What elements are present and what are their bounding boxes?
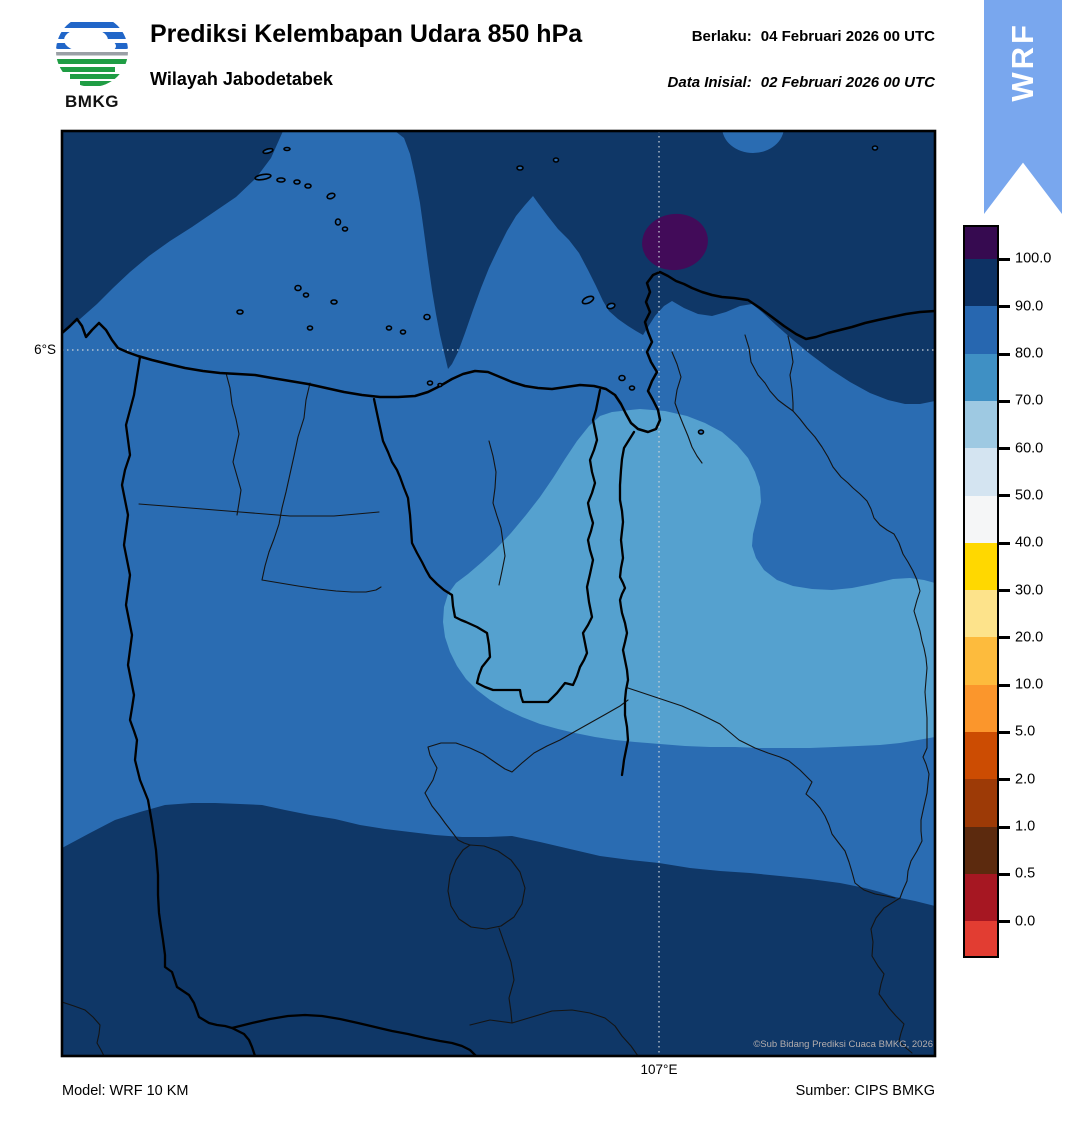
lat-tick-label: 6°S: [34, 342, 56, 357]
colorbar-tick-label: 1.0: [1015, 818, 1036, 835]
colorbar-tick-mark: [999, 305, 1010, 309]
initial-time-label: Data Inisial:: [667, 74, 752, 91]
colorbar-tick-mark: [999, 257, 1010, 261]
colorbar-tick-label: 80.0: [1015, 345, 1044, 362]
colorbar-tick-label: 30.0: [1015, 582, 1044, 599]
colorbar-segment: [965, 684, 997, 733]
map-border: [60, 129, 937, 1058]
colorbar-tick-mark: [999, 778, 1010, 782]
initial-time-value: 02 Februari 2026 00 UTC: [760, 74, 935, 91]
islands: [236, 145, 879, 435]
colorbar-segment: [965, 353, 997, 402]
colorbar-tick-mark: [999, 494, 1010, 498]
colorbar-segment: [965, 637, 997, 686]
map-copyright: ©Sub Bidang Prediksi Cuaca BMKG, 2026: [753, 1039, 933, 1050]
colorbar-tick-mark: [999, 730, 1010, 734]
page-title: Prediksi Kelembapan Udara 850 hPa: [150, 20, 583, 48]
colorbar-tick-label: 0.0: [1015, 913, 1036, 930]
colorbar-tick-label: 90.0: [1015, 298, 1044, 315]
band-90-100-south: [62, 803, 935, 1056]
bmkg-logo-icon: [56, 15, 128, 87]
colorbar-tick-label: 60.0: [1015, 440, 1044, 457]
valid-time-line: Berlaku: 04 Februari 2026 00 UTC: [500, 28, 935, 45]
colorbar-segment: [965, 779, 997, 828]
colorbar-tick-label: 10.0: [1015, 676, 1044, 693]
page-subtitle: Wilayah Jabodetabek: [150, 69, 333, 89]
bmkg-logo-label: BMKG: [65, 92, 119, 111]
band-80-90-top-blob: [722, 131, 784, 153]
colorbar-segment: [965, 921, 997, 956]
colorbar-tick-mark: [999, 541, 1010, 545]
band-90-100-topleft: [62, 131, 283, 333]
colorbar-tick-mark: [999, 589, 1010, 592]
colorbar-tick-label: 0.5: [1015, 865, 1036, 882]
colorbar-segment: [965, 448, 997, 497]
colorbar-tick-mark: [999, 636, 1010, 640]
colorbar-tick-mark: [999, 920, 1010, 924]
colorbar-segment: [965, 590, 997, 638]
colorbar-tick-label: 100.0: [1015, 251, 1052, 268]
colorbar-segment: [965, 306, 997, 355]
colorbar-segment: [965, 542, 997, 591]
colorbar-segment: [965, 400, 997, 449]
coastline: [62, 270, 935, 434]
colorbar-tick-label: 40.0: [1015, 534, 1044, 551]
colorbar-segment: [965, 826, 997, 875]
colorbar-tick-label: 5.0: [1015, 724, 1036, 741]
bmkg-logo: BMKG: [50, 10, 134, 118]
colorbar-tick-label: 70.0: [1015, 392, 1044, 409]
colorbar-tick-mark: [999, 683, 1010, 687]
initial-time-line: Data Inisial: 02 Februari 2026 00 UTC: [500, 74, 935, 91]
colorbar-segment: [965, 732, 997, 780]
footer-model-label: Model: WRF 10 KM: [62, 1083, 189, 1099]
colorbar-tick-mark: [999, 825, 1010, 829]
footer-source-label: Sumber: CIPS BMKG: [795, 1083, 935, 1099]
colorbar-tick-label: 2.0: [1015, 771, 1036, 788]
colorbar-tick-label: 20.0: [1015, 629, 1044, 646]
colorbar-segment: [965, 259, 997, 307]
colorbar-segment: [965, 495, 997, 544]
colorbar-tick-mark: [999, 352, 1010, 356]
colorbar: [963, 225, 999, 958]
admin-boundaries-thin: [62, 334, 930, 1056]
colorbar-tick-mark: [999, 447, 1010, 451]
map-layers: [62, 131, 935, 1056]
colorbar-segment: [965, 227, 997, 260]
province-boundaries-thick: [120, 355, 636, 1056]
valid-time-value: 04 Februari 2026 00 UTC: [760, 28, 935, 45]
colorbar-segment: [965, 873, 997, 922]
colorbar-tick-mark: [999, 872, 1010, 876]
gridlines: [62, 131, 935, 1056]
band-70-80: [443, 409, 935, 748]
valid-time-label: Berlaku:: [691, 28, 752, 45]
colorbar-tick-label: 50.0: [1015, 487, 1044, 504]
colorbar-tick-mark: [999, 399, 1010, 403]
lon-tick-label: 107°E: [640, 1062, 678, 1077]
